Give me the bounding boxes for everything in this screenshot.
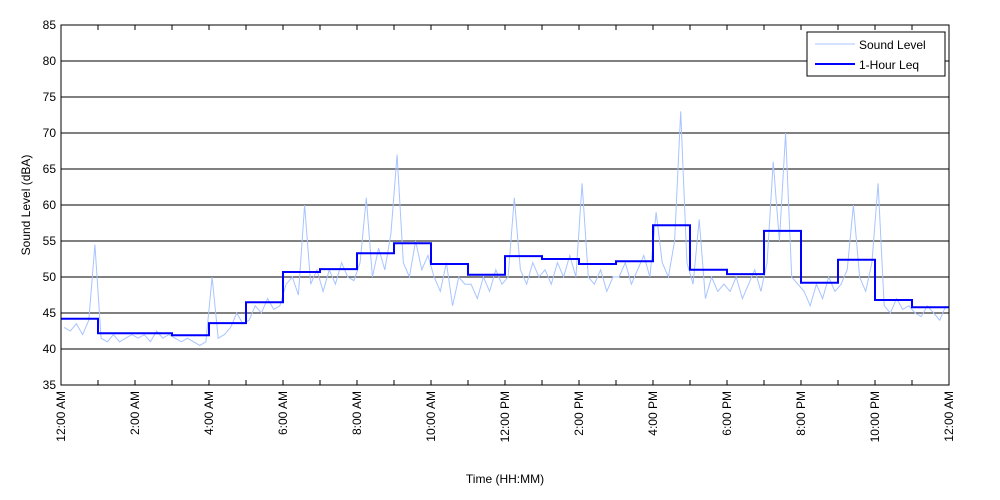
- x-tick-label: 8:00 AM: [350, 391, 364, 435]
- x-tick-label: 4:00 AM: [202, 391, 216, 435]
- y-tick-label: 45: [43, 306, 57, 320]
- x-axis-label: Time (HH:MM): [466, 472, 544, 486]
- legend-label-leq: 1-Hour Leq: [859, 58, 919, 72]
- y-tick-label: 75: [43, 90, 57, 104]
- x-tick-label: 10:00 PM: [868, 391, 882, 442]
- x-tick-label: 8:00 PM: [794, 391, 808, 436]
- y-axis-label: Sound Level (dBA): [19, 155, 33, 256]
- x-tick-label: 12:00 AM: [54, 391, 68, 442]
- y-tick-label: 40: [43, 342, 57, 356]
- x-tick-label: 6:00 AM: [276, 391, 290, 435]
- y-tick-label: 60: [43, 198, 57, 212]
- x-tick-label: 4:00 PM: [646, 391, 660, 436]
- plot-frame: [60, 24, 950, 386]
- y-tick-label: 35: [43, 378, 57, 392]
- y-tick-label: 85: [43, 18, 57, 32]
- legend-label-sound-level: Sound Level: [859, 38, 926, 52]
- x-tick-label: 2:00 AM: [128, 391, 142, 435]
- y-tick-label: 65: [43, 162, 57, 176]
- x-tick-label: 12:00 AM: [942, 391, 956, 442]
- series-sound-level: [63, 111, 947, 346]
- legend: Sound Level 1-Hour Leq: [806, 31, 946, 77]
- x-tick-label: 12:00 PM: [498, 391, 512, 442]
- x-tick-label: 2:00 PM: [572, 391, 586, 436]
- x-tick-label: 6:00 PM: [720, 391, 734, 436]
- y-tick-label: 80: [43, 54, 57, 68]
- series-1-hour-leq: [61, 224, 949, 337]
- y-tick-label: 55: [43, 234, 57, 248]
- y-tick-label: 70: [43, 126, 57, 140]
- legend-box: [806, 31, 946, 77]
- x-tick-label: 10:00 AM: [424, 391, 438, 442]
- y-tick-label: 50: [43, 270, 57, 284]
